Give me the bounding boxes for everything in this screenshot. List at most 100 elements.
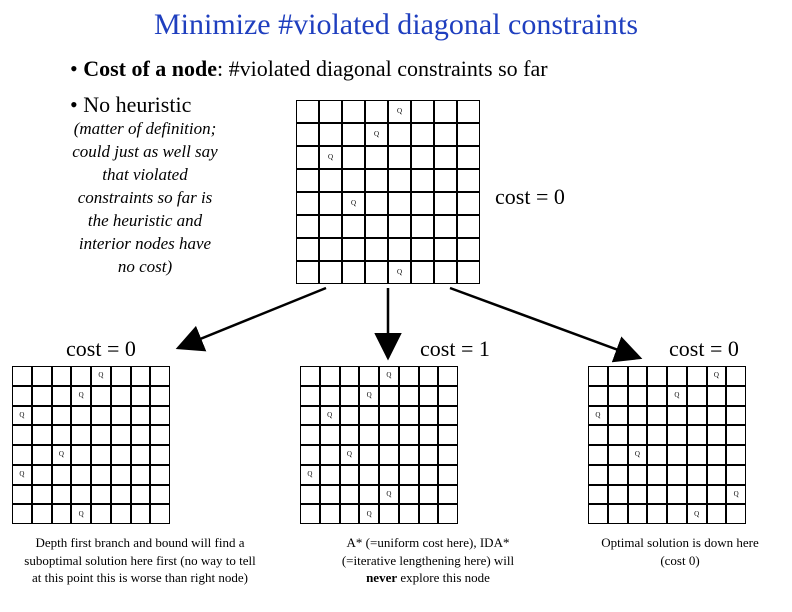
queen-cell: Q [379, 485, 399, 505]
board-cell [647, 406, 667, 426]
board-cell [52, 425, 72, 445]
board-cell [438, 485, 458, 505]
board-cell [399, 485, 419, 505]
board-cell [687, 465, 707, 485]
child-left-board: QQQQQQ [12, 366, 170, 524]
board-cell [91, 386, 111, 406]
board-cell [131, 465, 151, 485]
board-cell [419, 386, 439, 406]
board-cell [667, 485, 687, 505]
board-cell [588, 445, 608, 465]
board-cell [91, 445, 111, 465]
board-cell [131, 425, 151, 445]
board-cell [608, 425, 628, 445]
queen-cell: Q [340, 445, 360, 465]
board-cell [320, 386, 340, 406]
board-cell [726, 386, 746, 406]
board-cell [379, 386, 399, 406]
board-cell [667, 445, 687, 465]
board-cell [320, 425, 340, 445]
board-cell [647, 445, 667, 465]
caption-line: suboptimal solution here first (no way t… [0, 552, 280, 570]
board-cell [340, 465, 360, 485]
board-cell [726, 406, 746, 426]
board-cell [647, 425, 667, 445]
board-cell [438, 445, 458, 465]
child-mid-board: QQQQQQQ [300, 366, 458, 524]
child-right-cost: cost = 0 [669, 336, 739, 362]
board-cell [667, 406, 687, 426]
board-cell [340, 386, 360, 406]
board-cell [628, 485, 648, 505]
board-cell [111, 366, 131, 386]
child-mid-caption: A* (=uniform cost here), IDA*(=iterative… [288, 534, 568, 587]
board-cell [628, 425, 648, 445]
board-cell [320, 485, 340, 505]
board-cell [588, 386, 608, 406]
board-cell [726, 425, 746, 445]
child-left-cost-text: cost = 0 [66, 336, 136, 361]
board-cell [608, 465, 628, 485]
child-right-caption: Optimal solution is down here(cost 0) [575, 534, 785, 569]
board-cell [340, 366, 360, 386]
board-cell [52, 485, 72, 505]
board-cell [608, 366, 628, 386]
child-mid-cost-text: cost = 1 [420, 336, 490, 361]
queen-cell: Q [707, 366, 727, 386]
child-mid-cost: cost = 1 [420, 336, 490, 362]
board-cell [399, 465, 419, 485]
caption-bold-word: never [366, 570, 397, 585]
board-cell [588, 366, 608, 386]
board-cell [588, 425, 608, 445]
board-cell [438, 504, 458, 524]
caption-line: at this point this is worse than right n… [0, 569, 280, 587]
board-cell [359, 406, 379, 426]
board-cell [647, 485, 667, 505]
caption-line: never explore this node [288, 569, 568, 587]
board-cell [726, 445, 746, 465]
board-cell [647, 504, 667, 524]
board-cell [52, 366, 72, 386]
queen-cell: Q [359, 504, 379, 524]
queen-cell: Q [12, 406, 32, 426]
board-cell [32, 425, 52, 445]
board-cell [111, 465, 131, 485]
board-cell [419, 485, 439, 505]
board-cell [91, 485, 111, 505]
board-cell [52, 504, 72, 524]
board-cell [300, 366, 320, 386]
board-cell [300, 504, 320, 524]
board-cell [32, 465, 52, 485]
board-cell [359, 485, 379, 505]
queen-cell: Q [71, 386, 91, 406]
board-cell [71, 406, 91, 426]
board-cell [71, 465, 91, 485]
caption-line: (=iterative lengthening here) will [288, 552, 568, 570]
board-cell [91, 504, 111, 524]
board-cell [707, 386, 727, 406]
board-cell [726, 465, 746, 485]
board-cell [12, 504, 32, 524]
board-cell [379, 465, 399, 485]
queen-cell: Q [379, 366, 399, 386]
board-cell [320, 445, 340, 465]
board-cell [12, 445, 32, 465]
board-cell [628, 386, 648, 406]
board-cell [419, 445, 439, 465]
board-cell [726, 504, 746, 524]
board-cell [340, 425, 360, 445]
board-cell [131, 406, 151, 426]
board-cell [32, 485, 52, 505]
board-cell [647, 386, 667, 406]
board-cell [340, 504, 360, 524]
board-cell [608, 504, 628, 524]
board-cell [707, 445, 727, 465]
board-cell [419, 465, 439, 485]
board-cell [300, 485, 320, 505]
queen-cell: Q [71, 504, 91, 524]
board-cell [91, 465, 111, 485]
queen-cell: Q [91, 366, 111, 386]
board-cell [726, 366, 746, 386]
board-cell [399, 406, 419, 426]
board-cell [111, 386, 131, 406]
